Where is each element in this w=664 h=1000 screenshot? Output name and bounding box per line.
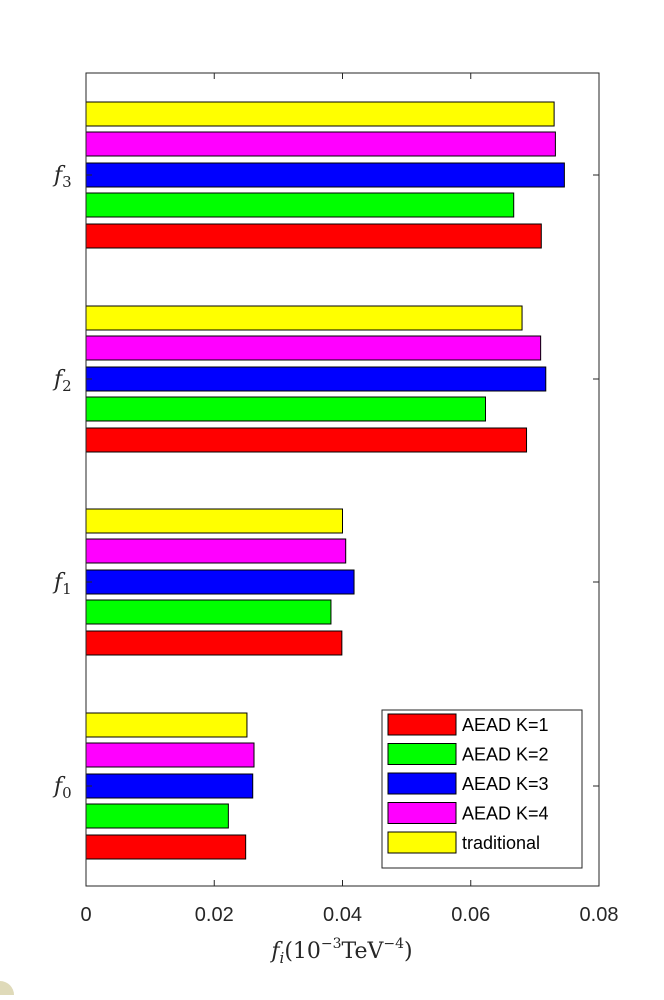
bar-aead-k-4-f0 [85,742,255,768]
x-axis-label-exp1: −3 [321,936,342,952]
bar-aead-k-3-f1 [85,569,355,595]
x-tick-label: 0.02 [195,904,234,926]
bar-aead-k-4-f2 [85,335,542,361]
bar-aead-k-2-f2 [85,396,486,422]
bar-aead-k-3-f2 [85,366,547,392]
bar-aead-k-2-f3 [85,192,515,218]
legend-swatch-aead-k-2 [387,743,457,765]
y-tick-label-f3: f3 [52,163,72,191]
x-axis-label-exp2: −4 [383,936,404,952]
bar-aead-k-1-f3 [85,223,542,249]
y-tick-labels: f0 f1 f2 f3 [52,163,72,802]
legend-swatch-aead-k-1 [387,713,457,736]
x-axis-label-close: ) [404,939,413,964]
bar-aead-k-2-f1 [85,599,332,625]
x-tick-label: 0 [80,904,91,926]
y-tick-label-f2: f2 [52,367,72,395]
y-tick-label-f1: f1 [52,570,72,598]
bar-aead-k-4-f1 [85,538,347,564]
bar-aead-k-2-f0 [85,803,229,829]
legend-label-aead-k-4: AEAD K=4 [462,804,549,824]
legend-label-aead-k-2: AEAD K=2 [462,745,549,765]
x-axis-label-unit: TeV [342,939,385,964]
bar-aead-k-4-f3 [85,131,556,157]
bar-aead-k-1-f1 [85,630,343,656]
legend-label-aead-k-1: AEAD K=1 [462,715,549,735]
bar-traditional-f3 [85,101,555,127]
x-axis-label-sub: i [280,949,285,967]
bar-traditional-f2 [85,305,523,331]
bar-traditional-f1 [85,508,343,534]
legend-label-aead-k-3: AEAD K=3 [462,774,549,794]
legend-swatch-aead-k-3 [387,772,457,795]
x-tick-labels: 0 0.02 0.04 0.06 0.08 [80,904,618,926]
legend: AEAD K=1 AEAD K=2 AEAD K=3 AEAD K=4 traditio… [381,709,583,869]
bar-aead-k-3-f3 [85,162,565,188]
bar-aead-k-3-f0 [85,773,254,799]
x-axis-label: fi(10−3TeV−4) [269,936,412,967]
bars-layer [85,101,565,860]
bar-aead-k-1-f2 [85,427,528,453]
x-tick-label: 0.04 [323,904,362,926]
legend-items: AEAD K=1 AEAD K=2 AEAD K=3 AEAD K=4 traditio… [387,713,549,854]
legend-swatch-traditional [387,831,457,854]
bar-aead-k-1-f0 [85,834,247,860]
bar-traditional-f0 [85,712,248,738]
x-axis-label-open: (10 [284,939,321,964]
x-tick-label: 0.06 [451,904,490,926]
ticks-layer [85,73,600,886]
x-tick-label: 0.08 [580,904,619,926]
legend-swatch-aead-k-4 [387,802,457,824]
legend-label-traditional: traditional [462,833,540,853]
y-tick-label-f0: f0 [52,774,72,802]
